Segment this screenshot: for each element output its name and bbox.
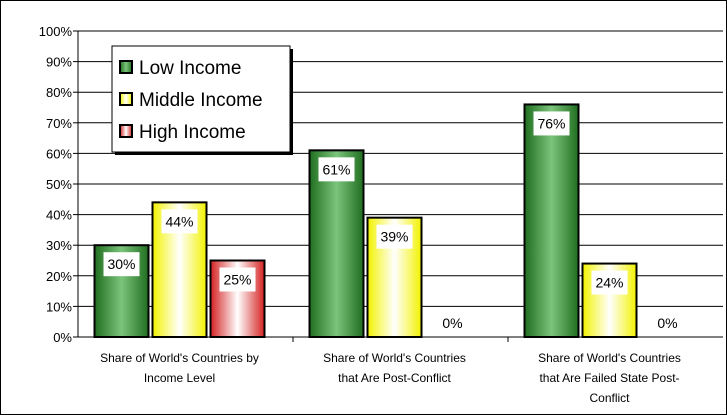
data-label-box	[318, 157, 355, 182]
y-tick-label: 100%	[39, 24, 73, 39]
data-label: 0%	[442, 315, 462, 331]
data-label-box	[434, 311, 471, 335]
y-tick-label: 20%	[46, 269, 72, 284]
data-label: 76%	[537, 115, 565, 131]
data-label: 0%	[657, 315, 677, 331]
bar-low-income	[523, 103, 580, 338]
y-tick-label: 70%	[46, 116, 72, 131]
legend-label: High Income	[139, 122, 246, 143]
x-category-label: Share of World's Countries by Income Leve…	[100, 351, 259, 385]
data-label-box	[103, 252, 140, 277]
legend: Low Income Middle Income High Income	[111, 45, 293, 155]
y-tick-label: 90%	[46, 55, 72, 70]
legend-label: Middle Income	[139, 90, 263, 111]
data-labels: 30% 44% 25% 61% 39% 0% 76% 24% 0%	[103, 111, 686, 335]
data-label: 44%	[165, 213, 193, 229]
legend-label: Low Income	[139, 58, 241, 79]
data-label-box	[533, 111, 570, 136]
data-label: 25%	[223, 272, 251, 288]
data-label: 61%	[322, 161, 350, 177]
legend-box	[111, 45, 291, 153]
data-label-box	[219, 267, 256, 292]
y-tick-label: 10%	[46, 299, 72, 314]
x-category-label: Share of World's Countries that Are Post-…	[323, 351, 466, 385]
y-tick-label: 0%	[53, 330, 72, 345]
data-label-box	[376, 224, 413, 249]
y-tick-label: 30%	[46, 238, 72, 253]
legend-swatch	[119, 60, 133, 74]
data-label-box	[591, 270, 628, 295]
data-label-box	[649, 311, 686, 335]
legend-swatch	[119, 124, 133, 138]
y-tick-label: 40%	[46, 208, 72, 223]
data-label: 24%	[595, 275, 623, 291]
data-label: 30%	[107, 256, 135, 272]
bar-low-income	[308, 149, 365, 338]
data-label-box	[161, 209, 198, 234]
data-label: 39%	[380, 229, 408, 245]
legend-swatch	[119, 92, 133, 106]
y-tick-label: 50%	[46, 177, 72, 192]
y-tick-label: 80%	[46, 85, 72, 100]
y-tick-label: 60%	[46, 146, 72, 161]
x-category-label: Share of World's Countries that Are Faile…	[538, 351, 681, 405]
